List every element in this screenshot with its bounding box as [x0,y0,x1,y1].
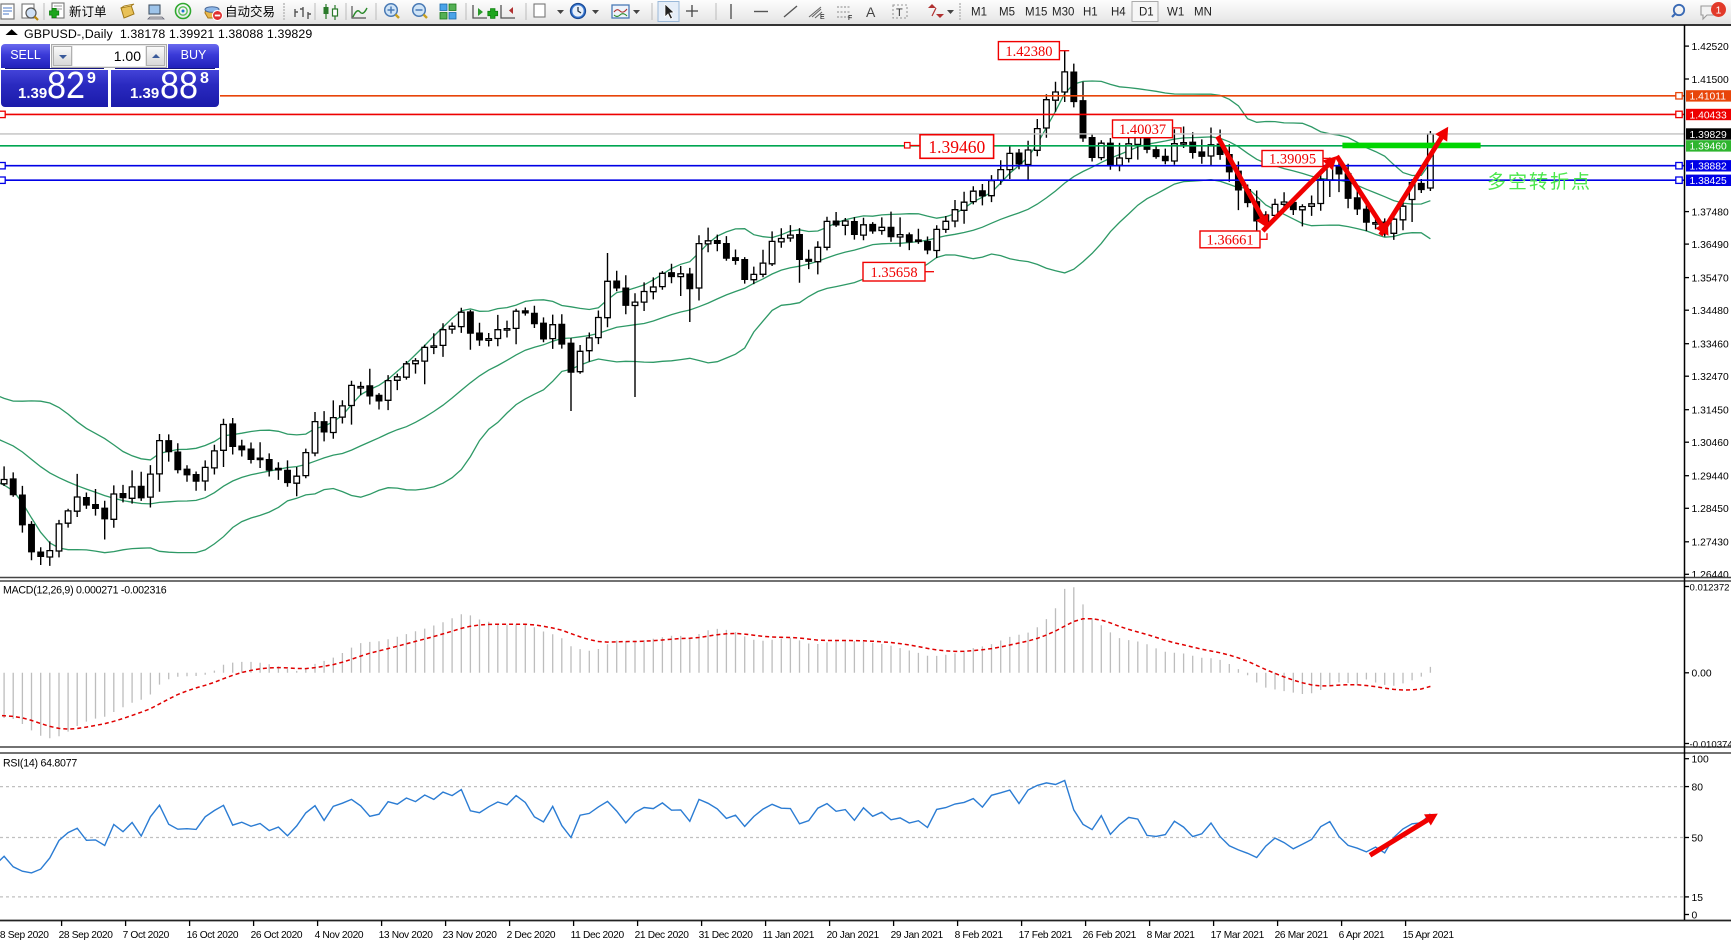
svg-text:M1: M1 [971,7,987,19]
svg-text:1.36661: 1.36661 [1206,233,1253,249]
svg-text:28 Sep 2020: 28 Sep 2020 [59,930,114,941]
svg-text:4 Nov 2020: 4 Nov 2020 [315,930,364,941]
svg-text:11 Jan 2021: 11 Jan 2021 [763,930,815,941]
svg-text:2 Dec 2020: 2 Dec 2020 [507,930,556,941]
svg-text:1.34480: 1.34480 [1692,306,1729,317]
svg-text:D1: D1 [1139,7,1154,19]
svg-text:1.28450: 1.28450 [1692,504,1729,515]
svg-text:1.41011: 1.41011 [1690,92,1727,103]
svg-text:6 Apr 2021: 6 Apr 2021 [1339,930,1385,941]
svg-text:-0.010374: -0.010374 [1690,739,1731,750]
svg-text:1.39460: 1.39460 [928,137,985,157]
svg-text:MACD(12,26,9) 0.000271 -0.0023: MACD(12,26,9) 0.000271 -0.002316 [3,585,167,597]
svg-text:23 Nov 2020: 23 Nov 2020 [443,930,498,941]
svg-text:26 Feb 2021: 26 Feb 2021 [1083,930,1137,941]
svg-text:1.32470: 1.32470 [1692,372,1729,383]
svg-text:17 Mar 2021: 17 Mar 2021 [1211,930,1265,941]
svg-text:W1: W1 [1167,7,1184,19]
svg-text:1.42380: 1.42380 [1005,44,1052,60]
svg-text:0: 0 [1692,910,1698,921]
svg-text:A: A [866,4,876,20]
svg-text:M15: M15 [1025,7,1047,19]
svg-text:多空转折点: 多空转折点 [1487,171,1592,193]
svg-text:H4: H4 [1111,7,1126,19]
svg-text:1.36490: 1.36490 [1692,240,1729,251]
svg-text:16 Oct 2020: 16 Oct 2020 [187,930,239,941]
svg-text:1.27430: 1.27430 [1692,538,1729,549]
svg-text:1: 1 [1716,6,1722,17]
svg-text:1.39460: 1.39460 [1690,142,1727,153]
svg-text:T: T [896,7,903,19]
svg-text:0.00: 0.00 [1692,669,1712,680]
svg-text:31 Dec 2020: 31 Dec 2020 [699,930,754,941]
svg-text:1.39829: 1.39829 [1690,130,1727,141]
svg-text:20 Jan 2021: 20 Jan 2021 [827,930,880,941]
svg-text:M30: M30 [1052,7,1074,19]
svg-text:F: F [848,15,852,22]
svg-text:18 Sep 2020: 18 Sep 2020 [0,930,49,941]
svg-text:29 Jan 2021: 29 Jan 2021 [891,930,944,941]
svg-text:新订单: 新订单 [69,4,107,19]
svg-text:11 Dec 2020: 11 Dec 2020 [571,930,625,941]
svg-text:M5: M5 [999,7,1015,19]
svg-text:1.35470: 1.35470 [1692,274,1729,285]
svg-text:1.26440: 1.26440 [1692,570,1729,581]
svg-text:15 Apr 2021: 15 Apr 2021 [1403,930,1455,941]
svg-text:7 Oct 2020: 7 Oct 2020 [123,930,170,941]
svg-text:15: 15 [1692,893,1704,904]
svg-text:26 Oct 2020: 26 Oct 2020 [251,930,303,941]
svg-text:8 Feb 2021: 8 Feb 2021 [955,930,1004,941]
svg-text:1.42520: 1.42520 [1692,42,1729,53]
svg-text:1.39095: 1.39095 [1269,152,1316,168]
svg-text:1.41500: 1.41500 [1692,75,1729,86]
svg-text:8 Mar 2021: 8 Mar 2021 [1147,930,1196,941]
svg-text:21 Dec 2020: 21 Dec 2020 [635,930,690,941]
svg-text:自动交易: 自动交易 [225,4,275,19]
svg-text:1.38425: 1.38425 [1690,176,1727,187]
svg-text:1.30460: 1.30460 [1692,438,1729,449]
svg-text:1.40037: 1.40037 [1119,122,1166,138]
svg-text:1.40433: 1.40433 [1690,110,1727,121]
svg-text:80: 80 [1692,782,1704,793]
svg-text:0.012372: 0.012372 [1690,582,1730,593]
svg-text:17 Feb 2021: 17 Feb 2021 [1019,930,1073,941]
svg-text:RSI(14) 64.8077: RSI(14) 64.8077 [3,758,77,770]
svg-text:1.33460: 1.33460 [1692,340,1729,351]
svg-text:MN: MN [1194,7,1212,19]
svg-text:1.35658: 1.35658 [870,265,917,281]
svg-text:1.29440: 1.29440 [1692,472,1729,483]
svg-text:50: 50 [1692,833,1704,844]
svg-text:100: 100 [1692,755,1709,766]
svg-text:H1: H1 [1083,7,1098,19]
svg-text:E: E [820,14,825,21]
svg-text:1.38882: 1.38882 [1690,162,1727,173]
svg-text:1.31450: 1.31450 [1692,406,1729,417]
svg-text:1.37480: 1.37480 [1692,208,1729,219]
svg-text:13 Nov 2020: 13 Nov 2020 [379,930,434,941]
svg-text:26 Mar 2021: 26 Mar 2021 [1275,930,1329,941]
svg-text:GBPUSD-,Daily 1.38178 1.39921: GBPUSD-,Daily 1.38178 1.39921 1.38088 1.… [24,27,312,41]
